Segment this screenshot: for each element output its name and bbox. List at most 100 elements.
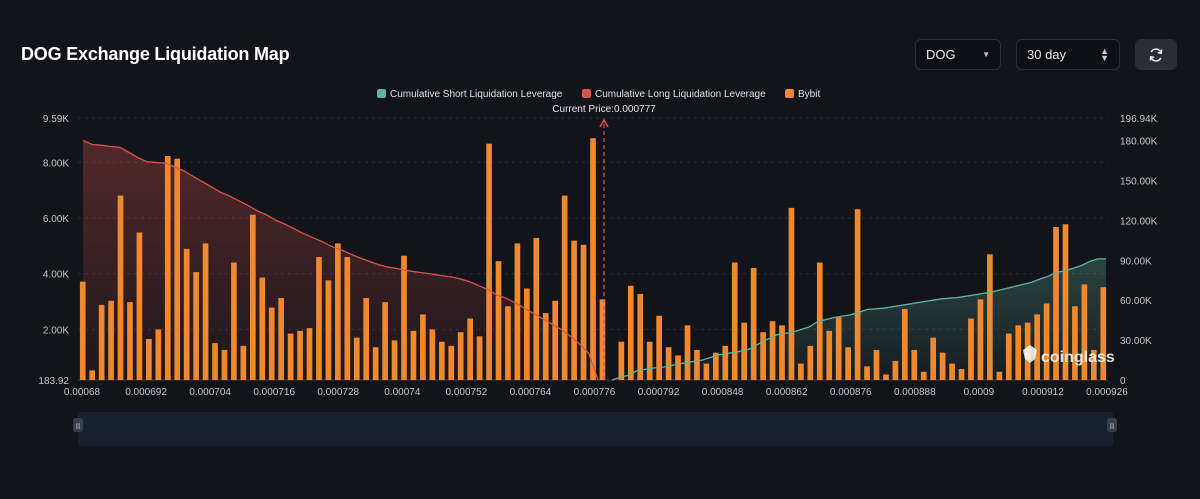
- bar: [703, 363, 710, 380]
- bar: [410, 330, 417, 380]
- bar: [750, 267, 757, 380]
- bar: [1015, 325, 1022, 380]
- bar: [353, 337, 360, 380]
- y-right-tick-label: 0: [1120, 376, 1126, 387]
- watermark-text: coinglass: [1041, 349, 1115, 366]
- bar: [79, 281, 86, 380]
- bar: [382, 302, 388, 380]
- bar: [637, 293, 644, 380]
- bar: [864, 366, 870, 380]
- bar: [259, 277, 266, 380]
- svg-text:II: II: [76, 422, 80, 431]
- current-price-marker: Current Price:0.000777: [552, 104, 656, 380]
- bar: [287, 333, 294, 380]
- bar: [627, 285, 634, 380]
- x-tick-label: 0.000716: [253, 387, 295, 398]
- bar: [193, 272, 199, 380]
- bar: [306, 328, 313, 380]
- bar: [1034, 314, 1040, 380]
- bar: [741, 322, 748, 380]
- legend-swatch: [582, 89, 591, 98]
- x-tick-label: 0.000728: [317, 387, 359, 398]
- bar: [249, 214, 256, 380]
- bar: [939, 352, 946, 380]
- bar: [457, 332, 464, 380]
- bar: [505, 306, 511, 380]
- zoom-handle-left[interactable]: [73, 418, 83, 432]
- bar: [873, 349, 880, 380]
- x-tick-label: 0.000776: [574, 387, 616, 398]
- x-tick-label: 0.000926: [1086, 387, 1128, 398]
- x-tick-label: 0.000704: [189, 387, 231, 398]
- bar: [212, 343, 218, 380]
- y-right-tick-label: 90.00K: [1120, 256, 1152, 267]
- bar: [542, 313, 549, 380]
- bar: [731, 262, 738, 380]
- bar: [429, 329, 436, 380]
- bar: [920, 371, 927, 380]
- bar: [202, 243, 209, 380]
- bar: [656, 315, 662, 380]
- bar: [486, 143, 492, 380]
- bar: [127, 302, 133, 380]
- bar: [1053, 227, 1059, 380]
- legend-swatch: [785, 89, 794, 98]
- bar: [760, 332, 766, 380]
- bar: [155, 329, 162, 380]
- bar: [769, 321, 776, 380]
- bar: [883, 374, 889, 380]
- legend-swatch: [377, 89, 386, 98]
- bar: [363, 298, 370, 380]
- y-left-tick-label: 8.00K: [43, 158, 69, 169]
- bar: [599, 299, 606, 380]
- x-tick-label: 0.000888: [894, 387, 936, 398]
- bar: [930, 337, 937, 380]
- bar: [552, 300, 559, 380]
- coin-select-value: DOG: [926, 47, 956, 62]
- x-tick-label: 0.000752: [446, 387, 488, 398]
- axis-labels: 183.92 2.00K 4.00K 6.00K 8.00K 9.59K 0 30.00K 60…: [38, 114, 1157, 398]
- bar: [268, 307, 275, 380]
- caret-down-icon: ▼: [982, 50, 990, 59]
- legend-label: Bybit: [798, 89, 820, 100]
- bar: [561, 195, 568, 380]
- bar: [448, 345, 455, 380]
- bar: [89, 370, 96, 380]
- bar: [335, 243, 341, 380]
- bar: [98, 304, 105, 380]
- bar: [618, 341, 625, 380]
- bar: [958, 369, 965, 380]
- bar: [590, 138, 596, 380]
- bar: [467, 318, 473, 380]
- bar: [136, 232, 143, 380]
- x-tick-label: 0.000764: [510, 387, 552, 398]
- page-title: DOG Exchange Liquidation Map: [21, 44, 290, 64]
- zoom-slider[interactable]: II II: [73, 412, 1117, 446]
- y-right-tick-label: 120.00K: [1120, 216, 1158, 227]
- period-select-value: 30 day: [1027, 47, 1067, 62]
- bar: [495, 261, 502, 380]
- bar: [684, 325, 691, 380]
- bar: [571, 240, 577, 380]
- watermark: coinglass: [1023, 345, 1115, 366]
- refresh-icon: [1149, 47, 1163, 62]
- bar: [779, 325, 785, 380]
- bar: [1081, 284, 1088, 380]
- zoom-handle-right[interactable]: [1107, 418, 1117, 432]
- coin-select[interactable]: DOG ▼: [915, 39, 1001, 70]
- y-right-tick-label: 60.00K: [1120, 296, 1152, 307]
- refresh-button[interactable]: [1135, 39, 1177, 70]
- bar: [420, 314, 426, 380]
- y-left-tick-label: 2.00K: [43, 325, 69, 336]
- bar: [297, 330, 303, 380]
- legend-label: Cumulative Long Liquidation Leverage: [595, 89, 766, 100]
- period-select[interactable]: 30 day ▲ ▼: [1016, 39, 1120, 70]
- bar: [1005, 333, 1012, 380]
- x-tick-label: 0.00068: [64, 387, 101, 398]
- y-left-tick-label: 4.00K: [43, 270, 69, 281]
- x-tick-label: 0.0009: [964, 387, 995, 398]
- bar: [316, 257, 322, 380]
- bar: [722, 345, 729, 380]
